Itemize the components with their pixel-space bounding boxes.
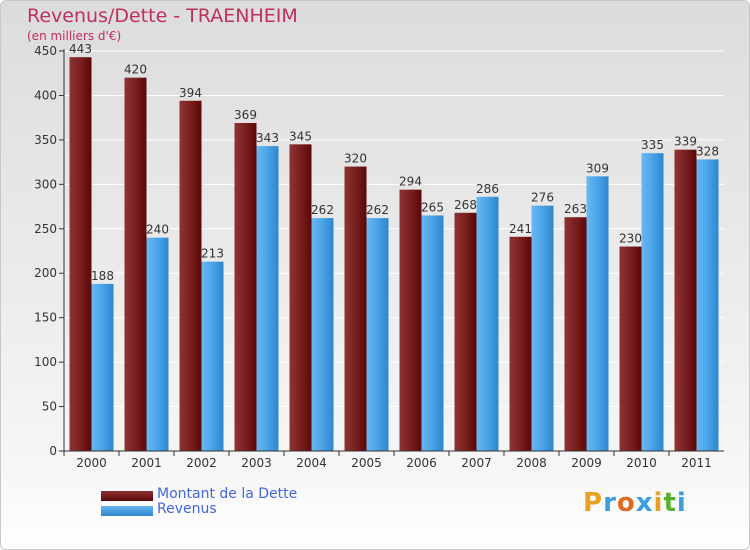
value-label-revenus: 328 [696, 144, 719, 158]
x-tick-label: 2003 [241, 456, 272, 470]
x-tick-label: 2007 [461, 456, 492, 470]
bar-revenus [311, 218, 334, 451]
value-label-dette: 294 [399, 175, 422, 189]
value-label-dette: 345 [289, 129, 312, 143]
bar-revenus [531, 205, 554, 451]
x-tick-label: 2001 [131, 456, 162, 470]
labels-layer: 443 188 420 240 394 213 369 343 345 262 320 262 294 2… [69, 42, 719, 283]
bar-revenus [641, 153, 664, 451]
bar-revenus [421, 215, 444, 451]
x-tick-label: 2009 [571, 456, 602, 470]
legend-label-revenus: Revenus [157, 501, 217, 517]
chart-title: Revenus/Dette - TRAENHEIM [27, 5, 298, 27]
x-tick-label: 2010 [626, 456, 657, 470]
chart-subtitle: (en milliers d'€) [27, 29, 122, 43]
y-tick-label: 350 [34, 133, 57, 147]
bar-dette [564, 217, 587, 451]
value-label-dette: 394 [179, 86, 202, 100]
logo-letter: P [583, 488, 604, 518]
value-label-revenus: 213 [201, 247, 224, 261]
bar-dette [124, 77, 147, 452]
value-label-dette: 339 [674, 135, 697, 149]
bar-dette [289, 144, 312, 452]
bar-dette [454, 212, 477, 451]
x-tick-label: 2002 [186, 456, 217, 470]
value-label-dette: 241 [509, 222, 532, 236]
value-label-dette: 369 [234, 108, 257, 122]
bar-revenus [366, 218, 389, 451]
y-tick-label: 450 [34, 44, 57, 58]
value-label-dette: 263 [564, 202, 587, 216]
logo-letter: t [663, 488, 677, 518]
y-tick-label: 250 [34, 222, 57, 236]
axes-layer: 0 50 100 150 200 250 300 350 400 450 2000 2001 2002 2… [34, 44, 724, 470]
value-label-revenus: 265 [421, 200, 444, 214]
bar-revenus [201, 261, 224, 451]
value-label-dette: 320 [344, 152, 367, 166]
x-tick-label: 2000 [76, 456, 107, 470]
value-label-revenus: 240 [146, 223, 169, 237]
x-tick-label: 2008 [516, 456, 547, 470]
value-label-revenus: 343 [256, 131, 279, 145]
bar-revenus [256, 146, 279, 451]
bar-dette [234, 123, 257, 451]
bars-layer [69, 57, 719, 452]
legend-label-dette: Montant de la Dette [157, 486, 298, 502]
bar-dette [674, 149, 697, 451]
value-label-dette: 443 [69, 42, 92, 56]
value-label-revenus: 276 [531, 191, 554, 205]
x-tick-label: 2005 [351, 456, 382, 470]
value-label-revenus: 286 [476, 182, 499, 196]
value-label-dette: 420 [124, 63, 147, 77]
value-label-dette: 268 [454, 198, 477, 212]
bar-revenus [476, 196, 499, 451]
grid-layer [64, 50, 724, 452]
bar-dette [69, 57, 92, 451]
x-tick-label: 2011 [681, 456, 712, 470]
y-tick-label: 0 [49, 444, 57, 458]
y-tick-label: 200 [34, 266, 57, 280]
logo-letter: r [603, 488, 617, 518]
logo-letter: i [676, 488, 687, 518]
bar-revenus [91, 283, 114, 451]
legend-swatch-dette [101, 491, 153, 501]
bar-revenus [696, 159, 719, 451]
legend-swatch-revenus [101, 506, 153, 516]
bar-revenus [146, 237, 169, 451]
bar-dette [509, 236, 532, 451]
logo-letter: i [653, 488, 664, 518]
x-tick-label: 2006 [406, 456, 437, 470]
logo-letter: x [635, 488, 654, 518]
logo-letter: o [616, 488, 636, 518]
bar-dette [619, 246, 642, 451]
y-tick-label: 150 [34, 311, 57, 325]
y-tick-label: 50 [42, 400, 57, 414]
y-tick-label: 400 [34, 88, 57, 102]
y-tick-label: 300 [34, 177, 57, 191]
value-label-revenus: 262 [366, 203, 389, 217]
bar-dette [399, 189, 422, 451]
y-tick-label: 100 [34, 355, 57, 369]
value-label-dette: 230 [619, 232, 642, 246]
bar-dette [179, 100, 202, 452]
value-label-revenus: 262 [311, 203, 334, 217]
value-label-revenus: 335 [641, 138, 664, 152]
x-tick-label: 2004 [296, 456, 327, 470]
proxiti-logo: Proxiti [583, 488, 687, 518]
bar-dette [344, 166, 367, 452]
value-label-revenus: 188 [91, 269, 114, 283]
value-label-revenus: 309 [586, 161, 609, 175]
bar-revenus [586, 176, 609, 452]
